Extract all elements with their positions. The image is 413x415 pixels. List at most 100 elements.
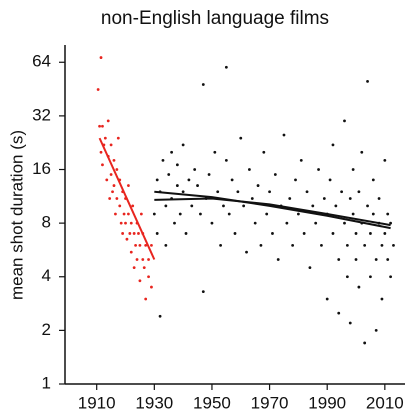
data-point [155,232,159,235]
x-tick-label: 1950 [193,393,231,412]
data-point [173,221,176,225]
data-point [131,204,135,208]
y-tick-label: 2 [42,320,51,339]
y-tick-label: 1 [42,373,51,392]
data-point [248,168,251,171]
data-point [374,328,378,332]
data-point [371,212,375,216]
data-point [196,184,199,187]
data-point [343,119,346,123]
x-tick-label: 2010 [366,393,404,412]
data-point [291,243,295,247]
data-point [167,173,171,176]
data-point [144,297,148,301]
data-point [337,311,341,315]
data-point [139,212,143,216]
data-point [354,232,358,235]
data-point [311,204,315,208]
data-point [265,212,269,216]
data-point [363,243,367,247]
data-point [115,168,119,171]
data-point [124,221,127,225]
data-point [142,266,146,270]
data-point [389,221,392,225]
data-point [152,212,156,216]
data-point [389,275,392,279]
data-point [386,212,390,216]
data-point [161,158,165,162]
data-point [380,243,384,247]
data-point [219,243,222,247]
data-point [164,204,168,208]
data-point [227,212,231,216]
data-point [116,136,120,140]
y-tick-label: 64 [32,52,51,71]
data-point [308,266,312,270]
data-point [190,204,194,208]
data-point [366,79,369,83]
data-point [224,158,228,162]
data-point [181,190,185,194]
data-point [121,232,125,235]
data-point [109,143,113,147]
data-point [331,143,335,147]
data-point [369,232,372,235]
data-point [141,258,145,261]
data-point [253,221,257,225]
data-point [144,243,148,247]
data-point [108,197,112,200]
data-point [233,232,237,235]
data-point [386,258,390,261]
data-point [96,88,100,91]
data-point [101,163,104,167]
data-point [296,212,300,216]
fit-line [154,190,391,230]
x-tick-label: 1970 [251,393,289,412]
data-point [199,212,202,216]
data-point [276,258,280,261]
data-point [371,178,375,182]
data-point [374,258,378,261]
data-point [363,341,367,345]
data-point [147,258,150,261]
data-point [348,321,352,325]
data-point [236,190,240,194]
fit-line [154,197,391,227]
data-point [111,190,114,194]
data-point [230,178,234,182]
data-point [360,150,364,154]
data-point [115,197,119,200]
data-point [314,221,318,225]
data-point [178,212,182,216]
data-point [134,243,137,247]
data-point [369,275,372,279]
fit-line [98,137,156,260]
data-point [138,243,142,247]
data-point [158,314,162,318]
data-point [380,297,384,301]
chart-title: non-English language films [101,8,329,29]
data-point [150,243,153,247]
data-point [224,65,228,69]
data-point [138,279,142,283]
data-point [129,250,133,254]
data-point [256,184,260,187]
data-point [210,221,214,225]
data-point [268,190,271,194]
data-point [201,83,205,86]
data-point [322,197,326,200]
data-point [175,163,179,167]
data-point [377,197,381,200]
data-point [334,204,338,208]
data-point [325,297,329,301]
data-point [119,221,123,225]
data-point [126,184,130,187]
data-point [383,232,387,235]
data-point [222,204,225,208]
data-point [337,258,341,261]
data-point [118,204,122,208]
data-point [216,190,220,194]
y-tick-label: 4 [42,266,51,285]
data-point [126,212,130,216]
